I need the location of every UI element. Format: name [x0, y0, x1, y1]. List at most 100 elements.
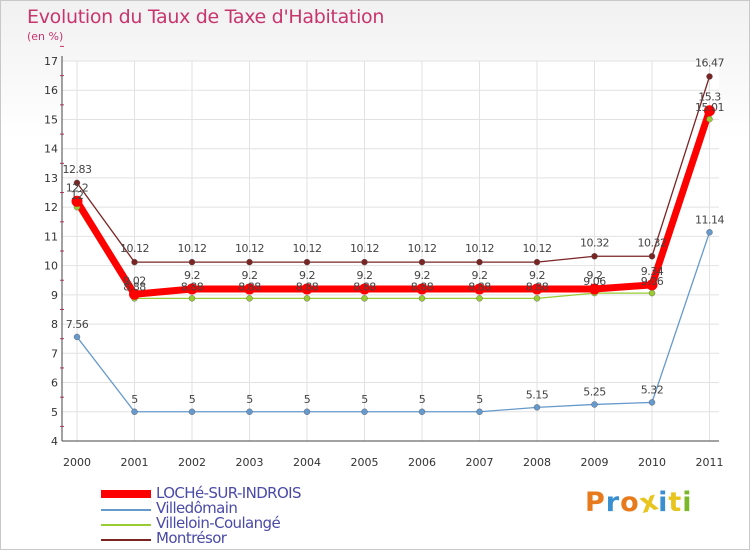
chart-legend: LOCHé-SUR-INDROIS Villedômain Villeloin-Co…	[101, 484, 431, 547]
data-label: 9.06	[641, 275, 664, 288]
data-point	[131, 258, 138, 266]
data-label: 5.25	[583, 385, 606, 398]
data-point	[533, 295, 541, 302]
data-point	[474, 283, 485, 295]
series-line	[74, 109, 713, 298]
x-tick-label: 2007	[466, 456, 494, 469]
data-label: 9.2	[357, 269, 373, 282]
data-point	[646, 279, 658, 291]
series-line	[76, 76, 711, 263]
logo-letter: i	[682, 487, 693, 518]
data-label: 9.2	[529, 269, 545, 282]
data-label: 16.47	[695, 56, 724, 69]
y-tick-label: 13	[44, 172, 58, 185]
data-point	[416, 283, 428, 295]
data-label: 8.88	[411, 280, 434, 293]
data-point	[648, 253, 656, 260]
data-point	[591, 253, 598, 260]
data-label: 9.2	[472, 269, 488, 282]
data-label: 5	[131, 393, 138, 406]
data-point	[188, 295, 196, 302]
series-line	[76, 118, 711, 300]
y-tick-label: 4	[51, 435, 58, 448]
data-point	[301, 283, 313, 295]
data-point	[73, 333, 81, 341]
data-point	[704, 105, 715, 117]
data-point	[706, 115, 713, 123]
data-point	[418, 408, 426, 415]
y-tick-label: 12	[44, 201, 58, 214]
data-point	[71, 195, 83, 207]
legend-swatch	[101, 509, 151, 511]
data-point	[531, 283, 543, 295]
y-tick-label: 5	[51, 406, 58, 419]
logo-letter: t	[668, 487, 683, 518]
logo-letter: o	[620, 487, 640, 518]
data-point	[303, 408, 311, 415]
data-label: 5	[361, 393, 368, 406]
legend-label: LOCHé-SUR-INDROIS	[156, 484, 302, 502]
data-label: 10.12	[523, 242, 552, 255]
chart-title: Evolution du Taux de Taxe d'Habitation	[27, 6, 385, 28]
data-point	[476, 258, 483, 266]
x-tick-label: 2006	[408, 456, 436, 469]
data-label: 9.2	[184, 269, 200, 282]
x-tick-label: 2009	[581, 456, 609, 469]
data-label: 9.2	[242, 269, 258, 282]
data-label: 10.32	[580, 236, 609, 249]
y-tick-label: 17	[44, 55, 58, 68]
legend-item: Montrésor	[101, 529, 431, 547]
data-label: 12	[71, 189, 84, 202]
legend-item: LOCHé-SUR-INDROIS	[101, 484, 431, 502]
data-label: 8.88	[353, 280, 376, 293]
data-label: 15.01	[695, 101, 724, 114]
data-point	[246, 258, 253, 266]
data-point	[591, 401, 598, 408]
data-point	[303, 258, 311, 266]
data-point	[73, 179, 81, 187]
data-point	[244, 283, 255, 295]
data-point	[359, 283, 370, 295]
data-point	[418, 258, 426, 266]
data-point	[533, 258, 541, 266]
y-tick-label: 10	[44, 260, 58, 273]
data-point	[476, 295, 483, 302]
data-point	[188, 408, 196, 415]
data-label: 9.02	[123, 274, 146, 287]
x-tick-label: 2008	[523, 456, 551, 469]
x-tick-label: 2002	[178, 456, 206, 469]
legend-swatch	[101, 539, 151, 541]
data-label: 9.2	[587, 269, 603, 282]
data-point	[418, 295, 426, 302]
data-label: 10.32	[638, 236, 667, 249]
x-tick-label: 2000	[63, 456, 91, 469]
data-label: 8.88	[123, 280, 146, 293]
data-point	[303, 295, 311, 302]
y-tick-label: 6	[51, 377, 58, 390]
y-tick-label: 7	[51, 347, 58, 360]
y-tick-label: 15	[44, 113, 58, 126]
data-point	[589, 283, 600, 295]
data-point	[648, 289, 656, 297]
data-label: 12.83	[63, 163, 92, 176]
y-tick-label: 11	[44, 230, 58, 243]
series-line	[76, 232, 711, 413]
legend-label: Montrésor	[156, 529, 227, 547]
data-point	[476, 408, 483, 415]
data-label: 10.12	[120, 242, 149, 255]
data-label: 8.88	[238, 280, 261, 293]
data-label: 8.88	[181, 280, 204, 293]
x-tick-label: 2005	[351, 456, 379, 469]
legend-item: Villedômain	[101, 499, 431, 517]
data-label: 9.06	[583, 275, 606, 288]
data-label: 10.12	[350, 242, 379, 255]
data-label: 5	[476, 393, 483, 406]
data-label: 10.12	[293, 242, 322, 255]
data-point	[188, 258, 196, 266]
data-point	[706, 229, 713, 236]
data-label: 9.2	[299, 269, 315, 282]
legend-label: Villeloin-Coulangé	[156, 514, 281, 532]
plot-area	[62, 61, 719, 441]
logo-letter: r	[605, 487, 621, 518]
